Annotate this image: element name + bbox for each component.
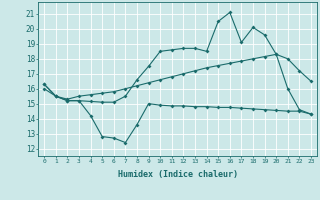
X-axis label: Humidex (Indice chaleur): Humidex (Indice chaleur) xyxy=(118,170,238,179)
